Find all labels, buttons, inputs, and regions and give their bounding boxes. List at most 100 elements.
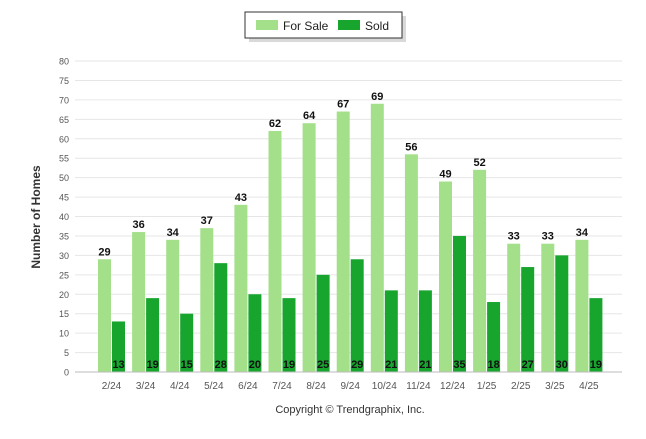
data-label-for-sale: 29 (98, 246, 110, 258)
x-tick-label: 11/24 (406, 381, 431, 392)
bar-sold (384, 290, 398, 372)
x-tick-label: 6/24 (238, 381, 258, 392)
y-tick-label: 0 (64, 368, 69, 378)
bar-for-sale (473, 169, 487, 372)
bar-for-sale (370, 103, 384, 372)
bar-for-sale (575, 239, 589, 372)
y-tick-label: 30 (59, 251, 69, 261)
y-tick-label: 15 (59, 309, 69, 319)
y-tick-label: 25 (59, 270, 69, 280)
bar-sold (453, 235, 466, 372)
legend-label-for-sale: For Sale (283, 19, 329, 33)
data-label-sold: 28 (215, 359, 227, 371)
data-label-for-sale: 69 (371, 91, 383, 103)
data-label-for-sale: 52 (473, 157, 485, 169)
bar-for-sale (98, 259, 111, 372)
data-label-for-sale: 37 (201, 215, 213, 227)
bar-sold (282, 298, 296, 372)
data-label-sold: 19 (146, 359, 158, 371)
data-label-sold: 13 (112, 359, 124, 371)
copyright-text: Copyright © Trendgraphix, Inc. (275, 404, 424, 416)
data-label-for-sale: 49 (439, 169, 451, 181)
y-tick-label: 35 (59, 231, 69, 241)
bar-sold (418, 290, 432, 372)
bar-sold (589, 298, 603, 372)
data-label-for-sale: 33 (508, 231, 520, 243)
x-tick-label: 3/24 (136, 381, 156, 392)
data-label-sold: 21 (419, 359, 431, 371)
bar-sold (487, 302, 501, 372)
data-label-for-sale: 34 (576, 227, 589, 239)
y-axis-title: Number of Homes (29, 165, 43, 269)
x-tick-label: 8/24 (306, 381, 326, 392)
data-label-for-sale: 34 (167, 227, 180, 239)
x-tick-label: 5/24 (204, 381, 224, 392)
y-tick-label: 70 (59, 95, 69, 105)
x-tick-label: 1/25 (477, 381, 497, 392)
bar-for-sale (200, 228, 214, 372)
x-axis-ticks: 2/24 3/24 4/24 5/24 6/24 7/24 8/24 9/24 10/24 11/… (102, 381, 599, 392)
x-tick-label: 7/24 (272, 381, 292, 392)
bar-sold (316, 274, 330, 372)
data-label-for-sale: 33 (542, 231, 554, 243)
bar-for-sale (404, 154, 418, 372)
bar-for-sale (336, 111, 350, 372)
data-label-for-sale: 36 (132, 219, 144, 231)
bar-sold (112, 321, 125, 372)
bar-for-sale (541, 243, 555, 372)
bar-sold (146, 298, 160, 372)
x-tick-label: 4/24 (170, 381, 190, 392)
data-label-sold: 21 (385, 359, 397, 371)
data-label-sold: 18 (487, 359, 499, 371)
bar-sold (521, 267, 535, 372)
data-label-sold: 29 (351, 359, 363, 371)
y-tick-label: 50 (59, 173, 69, 183)
legend-swatch-for-sale (256, 20, 278, 30)
data-label-for-sale: 56 (405, 141, 417, 153)
bar-for-sale (234, 204, 248, 372)
data-label-for-sale: 67 (337, 99, 349, 111)
bar-for-sale (268, 130, 282, 372)
data-label-sold: 19 (590, 359, 602, 371)
legend-swatch-sold (338, 20, 360, 30)
bar-sold (555, 255, 569, 372)
data-label-for-sale: 62 (269, 118, 281, 130)
x-tick-label: 2/25 (511, 381, 531, 392)
x-tick-label: 12/24 (440, 381, 465, 392)
legend: For Sale Sold (244, 11, 406, 42)
y-tick-label: 75 (59, 76, 69, 86)
y-tick-label: 65 (59, 115, 69, 125)
data-label-sold: 20 (249, 359, 261, 371)
bar-sold (214, 263, 228, 372)
data-label-sold: 35 (453, 359, 465, 371)
data-label-for-sale: 43 (235, 192, 247, 204)
y-tick-label: 55 (59, 154, 69, 164)
data-label-sold: 19 (283, 359, 295, 371)
x-tick-label: 4/25 (579, 381, 599, 392)
y-tick-label: 5 (64, 348, 69, 358)
bar-sold (350, 259, 364, 372)
bars (98, 103, 603, 372)
bar-for-sale (507, 243, 521, 372)
data-label-sold: 30 (556, 359, 568, 371)
bar-for-sale (302, 123, 316, 372)
x-tick-label: 2/24 (102, 381, 122, 392)
bar-for-sale (132, 232, 146, 372)
data-labels: 29 13 36 19 34 15 37 28 43 20 62 19 64 25 67 29 69 21 56 21… (98, 91, 602, 371)
bar-sold (180, 313, 194, 372)
data-label-sold: 25 (317, 359, 329, 371)
bar-sold (248, 294, 262, 372)
y-tick-label: 45 (59, 193, 69, 203)
data-label-sold: 15 (181, 359, 193, 371)
data-label-sold: 27 (522, 359, 534, 371)
y-tick-label: 80 (59, 57, 69, 67)
x-tick-label: 3/25 (545, 381, 565, 392)
y-tick-label: 20 (59, 290, 69, 300)
y-tick-label: 40 (59, 212, 69, 222)
data-label-for-sale: 64 (303, 110, 316, 122)
x-tick-label: 10/24 (372, 381, 397, 392)
y-axis-ticks: 0 5 10 15 20 25 30 35 40 45 50 55 60 65 70 75 80 (59, 57, 69, 378)
y-tick-label: 10 (59, 329, 69, 339)
